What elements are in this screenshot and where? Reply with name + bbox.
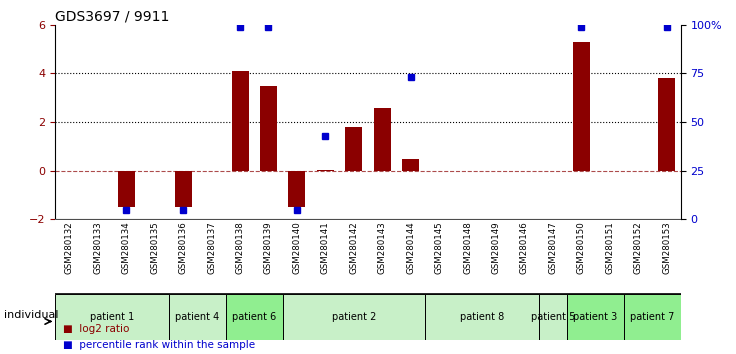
Text: GSM280138: GSM280138 (236, 221, 244, 274)
Text: patient 1: patient 1 (90, 312, 134, 322)
Bar (425, 294, 539, 340)
Text: GSM280150: GSM280150 (577, 221, 586, 274)
Text: patient 7: patient 7 (630, 312, 675, 322)
Text: patient 8: patient 8 (459, 312, 504, 322)
Bar (289, 171, 305, 207)
Bar (374, 108, 391, 171)
Text: GSM280149: GSM280149 (492, 221, 500, 274)
Text: patient 6: patient 6 (232, 312, 277, 322)
Text: individual: individual (4, 309, 58, 320)
Bar (118, 171, 135, 207)
Text: patient 4: patient 4 (175, 312, 219, 322)
Text: patient 5: patient 5 (531, 312, 575, 322)
Text: GSM280146: GSM280146 (520, 221, 529, 274)
Text: GSM280137: GSM280137 (207, 221, 216, 274)
Text: GSM280142: GSM280142 (350, 221, 358, 274)
Text: GSM280152: GSM280152 (634, 221, 643, 274)
Bar (260, 86, 277, 171)
Bar (658, 78, 675, 171)
Text: GSM280139: GSM280139 (264, 221, 273, 274)
Bar (55, 294, 169, 340)
Text: ■  log2 ratio: ■ log2 ratio (63, 324, 129, 334)
Text: GSM280151: GSM280151 (605, 221, 615, 274)
Text: GSM280144: GSM280144 (406, 221, 415, 274)
Bar (567, 294, 624, 340)
Text: GSM280136: GSM280136 (179, 221, 188, 274)
Bar (174, 171, 191, 207)
Text: GDS3697 / 9911: GDS3697 / 9911 (55, 10, 169, 24)
Text: GSM280148: GSM280148 (463, 221, 472, 274)
Bar (573, 42, 590, 171)
Text: GSM280145: GSM280145 (434, 221, 444, 274)
Text: GSM280133: GSM280133 (93, 221, 102, 274)
Bar (539, 294, 567, 340)
Bar (226, 294, 283, 340)
Text: GSM280141: GSM280141 (321, 221, 330, 274)
Text: ■  percentile rank within the sample: ■ percentile rank within the sample (63, 340, 255, 350)
Bar (316, 170, 334, 171)
Bar (169, 294, 226, 340)
Text: GSM280134: GSM280134 (121, 221, 131, 274)
Text: patient 3: patient 3 (573, 312, 618, 322)
Text: GSM280132: GSM280132 (65, 221, 74, 274)
Text: GSM280135: GSM280135 (150, 221, 159, 274)
Bar (283, 294, 425, 340)
Text: GSM280153: GSM280153 (662, 221, 671, 274)
Text: GSM280147: GSM280147 (548, 221, 557, 274)
Bar (402, 159, 420, 171)
Bar (624, 294, 681, 340)
Text: patient 2: patient 2 (332, 312, 376, 322)
Text: GSM280140: GSM280140 (292, 221, 302, 274)
Text: GSM280143: GSM280143 (378, 221, 386, 274)
Bar (345, 127, 362, 171)
Bar (232, 71, 249, 171)
